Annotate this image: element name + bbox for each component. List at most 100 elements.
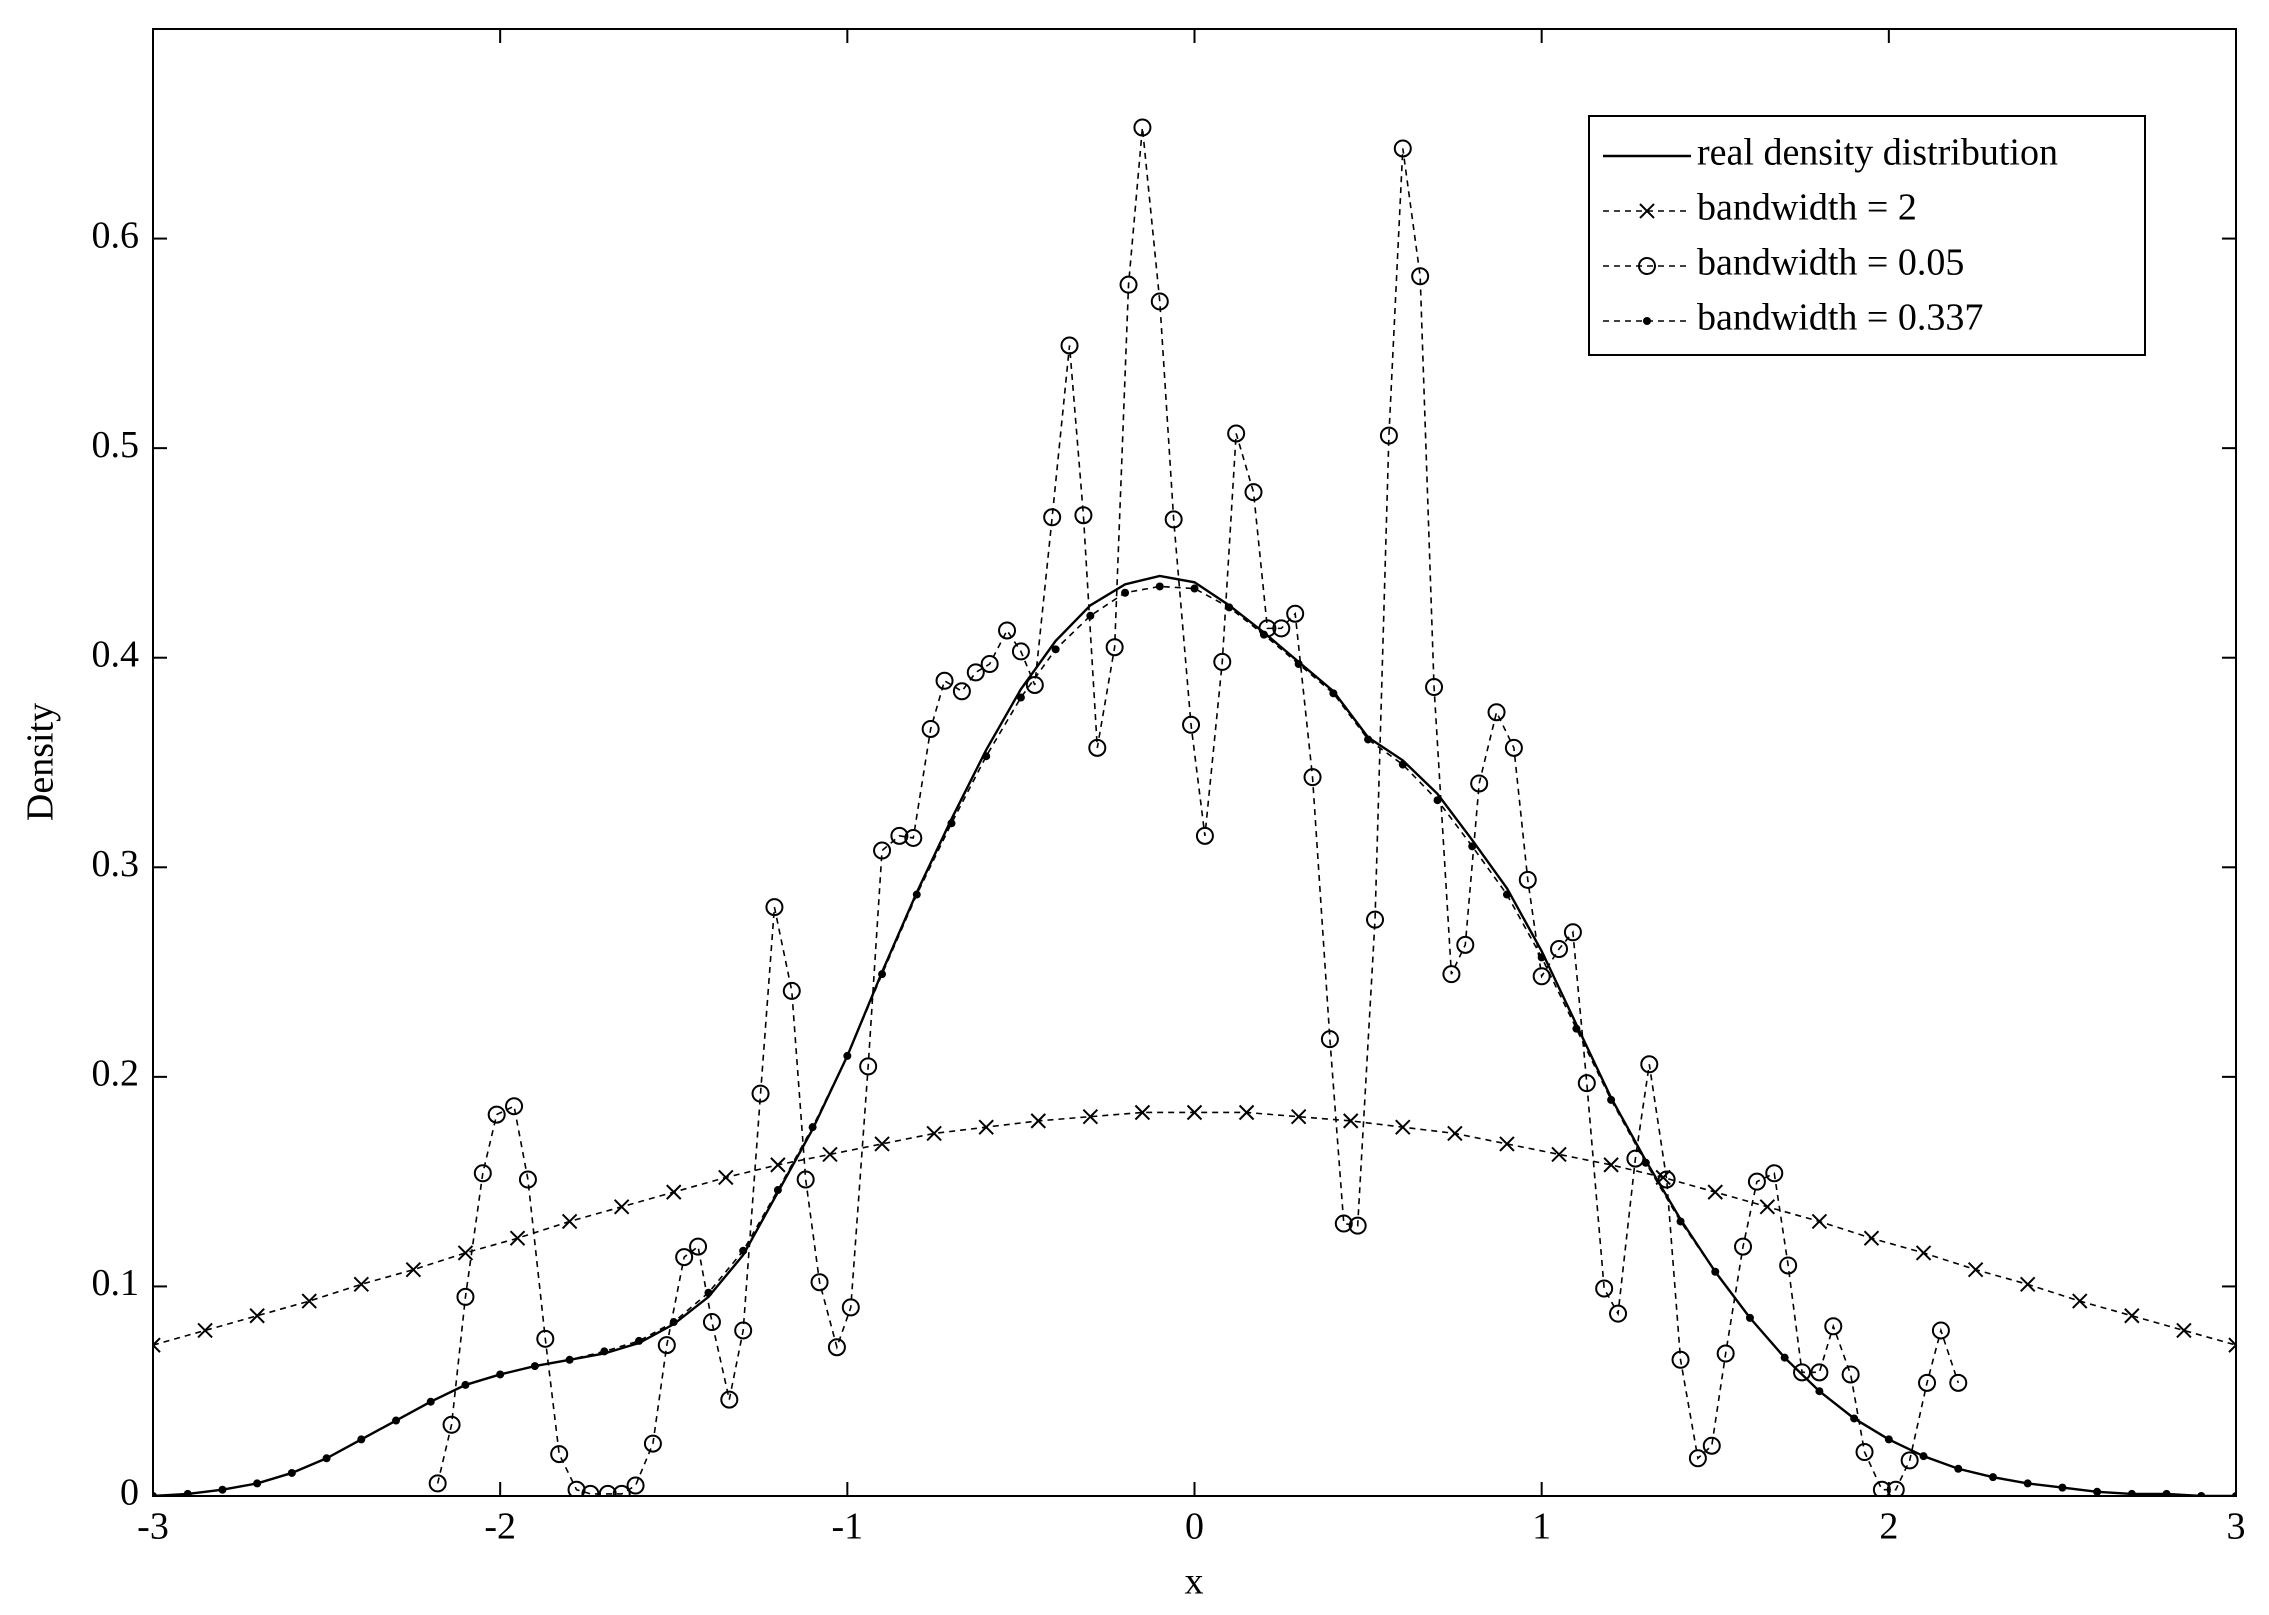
y-tick-label: 0 bbox=[120, 1472, 139, 1514]
legend-label: bandwidth = 0.05 bbox=[1697, 242, 1964, 284]
x-axis-label: x bbox=[1185, 1561, 1204, 1603]
marker-circle bbox=[1303, 768, 1322, 787]
marker-dot bbox=[253, 1479, 262, 1488]
marker-circle bbox=[1425, 678, 1444, 697]
marker-circle bbox=[1088, 738, 1107, 757]
marker-circle bbox=[765, 898, 784, 917]
marker-circle bbox=[1393, 139, 1412, 158]
marker-x bbox=[978, 1119, 994, 1135]
marker-circle bbox=[536, 1329, 555, 1348]
marker-circle bbox=[1841, 1365, 1860, 1384]
x-tick-label: 1 bbox=[1532, 1506, 1551, 1548]
marker-circle bbox=[751, 1084, 770, 1103]
marker-circle bbox=[1334, 1214, 1353, 1233]
marker-circle bbox=[952, 682, 971, 701]
x-tick-label: -2 bbox=[484, 1506, 516, 1548]
marker-x bbox=[2072, 1293, 2088, 1309]
marker-dot bbox=[1607, 1095, 1616, 1104]
marker-dot bbox=[1884, 1435, 1893, 1444]
marker-x bbox=[561, 1213, 578, 1230]
marker-x bbox=[1639, 203, 1655, 219]
marker-dot bbox=[1711, 1267, 1720, 1276]
marker-circle bbox=[1272, 619, 1291, 638]
marker-circle bbox=[734, 1321, 753, 1340]
marker-dot bbox=[496, 1370, 505, 1379]
marker-circle bbox=[966, 663, 985, 682]
marker-dot bbox=[1329, 689, 1338, 698]
marker-x bbox=[1343, 1113, 1359, 1129]
marker-dot bbox=[357, 1435, 366, 1444]
marker-dot bbox=[1988, 1473, 1997, 1482]
marker-circle bbox=[935, 671, 954, 690]
marker-circle bbox=[998, 621, 1017, 640]
marker-circle bbox=[796, 1170, 815, 1189]
marker-dot bbox=[1016, 693, 1025, 702]
marker-circle bbox=[581, 1484, 600, 1496]
marker-circle bbox=[675, 1248, 694, 1267]
marker-dot bbox=[565, 1355, 574, 1364]
marker-dot bbox=[635, 1336, 644, 1345]
marker-circle bbox=[1609, 1304, 1628, 1323]
marker-dot bbox=[1294, 660, 1303, 669]
marker-circle bbox=[1227, 424, 1246, 443]
marker-circle bbox=[1688, 1449, 1707, 1468]
marker-circle bbox=[859, 1057, 878, 1076]
marker-dot bbox=[773, 1186, 782, 1195]
marker-circle bbox=[1504, 738, 1523, 757]
marker-circle bbox=[1886, 1480, 1905, 1496]
marker-dot bbox=[322, 1454, 331, 1463]
marker-dot bbox=[2093, 1487, 2102, 1496]
marker-x bbox=[1395, 1119, 1411, 1135]
marker-dot bbox=[426, 1397, 435, 1406]
marker-circle bbox=[1810, 1363, 1829, 1382]
x-tick-label: 2 bbox=[1879, 1506, 1898, 1548]
marker-dot bbox=[1643, 317, 1651, 325]
marker-dot bbox=[878, 970, 887, 979]
marker-circle bbox=[1872, 1480, 1891, 1496]
marker-circle bbox=[782, 981, 801, 1000]
marker-circle bbox=[1150, 292, 1169, 311]
marker-circle bbox=[1577, 1074, 1596, 1093]
marker-circle bbox=[612, 1484, 631, 1496]
y-tick-label: 0.2 bbox=[92, 1053, 140, 1095]
marker-x bbox=[718, 1169, 734, 1186]
y-tick-label: 0.6 bbox=[92, 214, 140, 256]
marker-circle bbox=[1286, 604, 1305, 623]
marker-circle bbox=[921, 719, 940, 738]
marker-circle bbox=[1918, 1373, 1937, 1392]
legend-label: bandwidth = 0.337 bbox=[1697, 297, 1983, 339]
marker-dot bbox=[530, 1362, 539, 1371]
marker-circle bbox=[1105, 638, 1124, 657]
marker-circle bbox=[487, 1105, 506, 1124]
marker-circle bbox=[1855, 1442, 1874, 1461]
plot-area bbox=[153, 118, 2236, 1496]
marker-circle bbox=[442, 1415, 461, 1434]
marker-circle bbox=[1366, 910, 1385, 929]
marker-circle bbox=[1320, 1030, 1339, 1049]
marker-dot bbox=[1190, 584, 1199, 593]
marker-x bbox=[249, 1308, 265, 1324]
marker-dot bbox=[1745, 1313, 1754, 1322]
marker-x bbox=[301, 1293, 317, 1309]
marker-circle bbox=[1716, 1344, 1735, 1363]
marker-circle bbox=[456, 1287, 475, 1306]
marker-circle bbox=[841, 1298, 860, 1317]
marker-x bbox=[153, 1337, 161, 1353]
marker-dot bbox=[982, 752, 991, 761]
marker-x bbox=[926, 1125, 942, 1142]
marker-circle bbox=[1244, 483, 1263, 502]
marker-circle bbox=[1411, 267, 1430, 286]
marker-dot bbox=[1919, 1452, 1928, 1461]
marker-x bbox=[1759, 1199, 1776, 1215]
marker-x bbox=[1134, 1104, 1151, 1121]
marker-x bbox=[1290, 1108, 1307, 1125]
marker-circle bbox=[473, 1164, 492, 1183]
marker-circle bbox=[980, 655, 999, 674]
marker-circle bbox=[643, 1434, 662, 1453]
marker-circle bbox=[1640, 1055, 1659, 1074]
marker-circle bbox=[505, 1097, 524, 1116]
x-tick-label: -1 bbox=[832, 1506, 864, 1548]
marker-x bbox=[613, 1199, 630, 1215]
marker-x bbox=[1967, 1261, 1984, 1278]
marker-dot bbox=[912, 890, 921, 899]
